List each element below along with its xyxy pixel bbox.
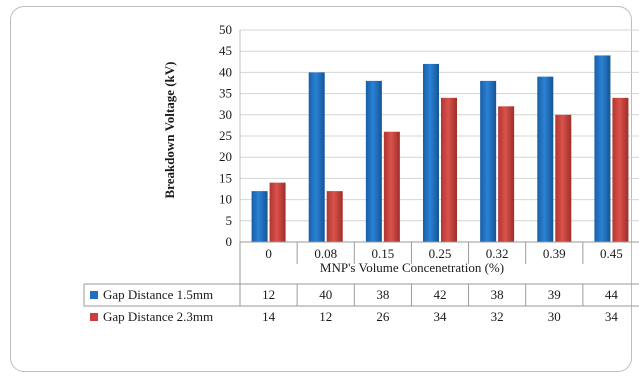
data-table-value: 34	[605, 309, 619, 324]
x-tick-label: 0	[265, 246, 272, 261]
bar-gap-distance-1-5mm	[251, 191, 268, 242]
data-table-value: 40	[319, 287, 332, 302]
bar-gap-distance-2-3mm	[269, 182, 286, 242]
x-tick-label: 0.15	[371, 246, 394, 261]
x-tick-label: 0.45	[600, 246, 623, 261]
y-tick-label: 50	[219, 22, 232, 37]
legend-key-gap-distance-1-5mm	[90, 291, 98, 299]
y-tick-label: 35	[219, 86, 232, 101]
bar-gap-distance-1-5mm	[537, 76, 554, 242]
data-table-value: 34	[434, 309, 448, 324]
bar-gap-distance-2-3mm	[498, 106, 515, 242]
data-table-value: 38	[491, 287, 504, 302]
legend-label: Gap Distance 1.5mm	[103, 287, 213, 302]
data-table: 0 0.08 0.15 0.25 0.32 0.39 0.45 Gap Distance 1.…	[83, 241, 639, 324]
data-table-value: 14	[262, 309, 276, 324]
data-table-value: 39	[548, 287, 561, 302]
legend-key-gap-distance-2-3mm	[90, 313, 98, 321]
y-tick-label: 40	[219, 64, 232, 79]
data-table-value: 32	[491, 309, 504, 324]
bars	[251, 55, 629, 243]
data-table-value: 38	[376, 287, 389, 302]
y-tick-labels: 0 5 10 15 20 25 30 35 40 45 50	[219, 22, 232, 249]
y-tick-label: 0	[226, 234, 233, 249]
y-tick-label: 10	[219, 192, 232, 207]
bar-gap-distance-2-3mm	[326, 191, 343, 242]
gridlines	[239, 29, 639, 243]
data-table-value: 12	[262, 287, 275, 302]
bar-gap-distance-1-5mm	[480, 80, 497, 242]
legend-label: Gap Distance 2.3mm	[103, 309, 213, 324]
bar-gap-distance-2-3mm	[383, 131, 400, 242]
bar-gap-distance-1-5mm	[365, 80, 382, 242]
x-tick-label: 0.32	[486, 246, 509, 261]
data-table-value: 44	[605, 287, 619, 302]
data-table-value: 30	[548, 309, 561, 324]
data-table-value: 26	[376, 309, 390, 324]
bar-gap-distance-2-3mm	[612, 97, 629, 242]
y-tick-label: 25	[219, 128, 232, 143]
x-tick-label: 0.25	[429, 246, 452, 261]
x-axis-title: MNP's Volume Concenetration (%)	[320, 260, 504, 275]
x-tick-label: 0.08	[314, 246, 337, 261]
x-tick-label: 0.39	[543, 246, 566, 261]
y-tick-label: 15	[219, 170, 232, 185]
y-axis-title: Breakdown Voltage (kV)	[162, 61, 177, 198]
bar-gap-distance-1-5mm	[308, 72, 325, 243]
y-tick-label: 5	[226, 213, 233, 228]
data-table-value: 12	[319, 309, 332, 324]
y-tick-label: 30	[219, 107, 232, 122]
bar-gap-distance-1-5mm	[423, 63, 439, 242]
y-tick-label: 20	[219, 149, 232, 164]
bar-gap-distance-2-3mm	[555, 114, 572, 242]
data-table-value: 42	[434, 287, 447, 302]
bar-gap-distance-2-3mm	[441, 97, 457, 242]
bar-gap-distance-1-5mm	[594, 55, 611, 242]
y-tick-label: 45	[219, 43, 232, 58]
